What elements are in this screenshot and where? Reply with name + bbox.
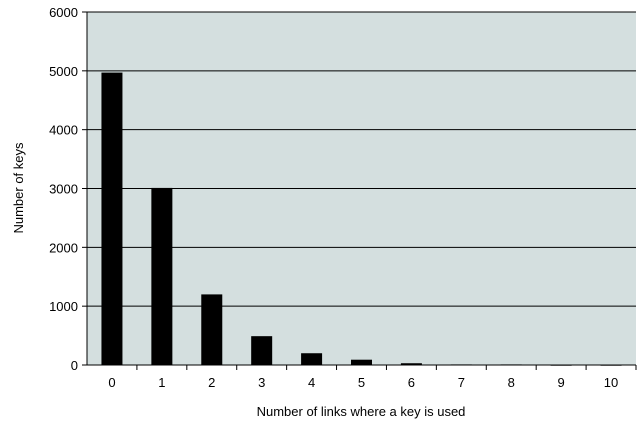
bar [301,353,323,365]
y-axis-title: Number of keys [11,142,26,234]
x-tick-label: 2 [208,375,215,390]
y-tick-label: 3000 [49,182,78,197]
y-tick-label: 2000 [49,240,78,255]
gridlines [87,11,636,307]
bar [251,336,273,365]
bars [101,72,622,366]
x-tick-label: 10 [604,375,618,390]
bar [151,187,173,365]
x-tick-label: 4 [308,375,315,390]
bar [101,72,123,366]
x-tick-label: 9 [558,375,565,390]
bar [351,359,372,365]
y-tick-label: 0 [71,358,78,373]
y-tick-label: 5000 [49,64,78,79]
x-axis-ticks: 0 1 2 3 4 5 6 7 8 9 10 [108,365,637,390]
x-tick-label: 1 [158,375,165,390]
y-tick-label: 6000 [49,5,78,20]
x-tick-label: 0 [108,375,115,390]
x-tick-label: 5 [358,375,365,390]
y-tick-label: 1000 [49,299,78,314]
bar [201,294,223,365]
x-tick-label: 3 [258,375,265,390]
x-tick-label: 8 [508,375,515,390]
x-tick-label: 7 [458,375,465,390]
x-tick-label: 6 [408,375,415,390]
bar [400,363,422,365]
y-tick-label: 4000 [49,123,78,138]
x-axis-title: Number of links where a key is used [257,404,466,419]
y-axis-ticks: 0 1000 2000 3000 4000 5000 6000 [49,5,87,373]
